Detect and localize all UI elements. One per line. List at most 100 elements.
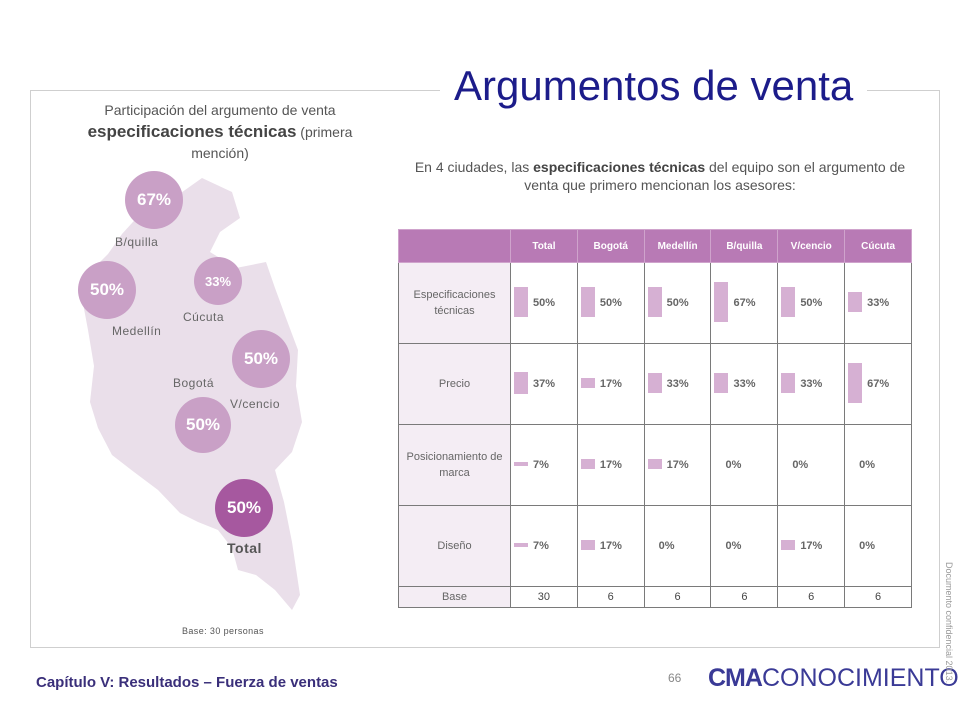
chapter-footer: Capítulo V: Resultados – Fuerza de venta… xyxy=(36,674,338,691)
city-label-medellin: Medellín xyxy=(112,324,162,338)
map-caption-part2: (primera mención) xyxy=(191,124,353,161)
base-value: 6 xyxy=(576,586,645,608)
table-cell: 7% xyxy=(510,505,578,587)
value-bar xyxy=(580,459,595,469)
table-cell: 67% xyxy=(710,262,779,344)
col-header: V/cencio xyxy=(777,229,846,263)
value-bar xyxy=(580,287,595,317)
col-header: B/quilla xyxy=(710,229,779,263)
table-cell: 33% xyxy=(710,343,779,425)
value-bar xyxy=(514,372,528,394)
map-caption-emphasis: especificaciones técnicas xyxy=(87,122,297,141)
base-row: Base 30 6 6 6 6 6 xyxy=(398,586,912,608)
table-row: Diseño 7% 17% 0% 0% 17% 0% xyxy=(398,505,912,587)
header-corner xyxy=(398,229,511,263)
value-label: 17% xyxy=(800,540,823,552)
row-label: Posicionamiento de marca xyxy=(398,424,511,506)
value-label: 33% xyxy=(666,378,689,390)
base-label: Base xyxy=(398,586,511,608)
city-label-bogota: Bogotá xyxy=(173,376,215,390)
table-cell: 50% xyxy=(777,262,846,344)
value-label: 0% xyxy=(792,459,809,471)
table-cell: 17% xyxy=(777,505,846,587)
value-label: 33% xyxy=(800,378,823,390)
intro-part2: del equipo son el argumento de venta que… xyxy=(524,159,906,193)
intro-emphasis: especificaciones técnicas xyxy=(533,159,706,175)
value-bar xyxy=(781,287,796,317)
table-cell: 50% xyxy=(643,262,712,344)
table-cell: 67% xyxy=(844,343,912,425)
bubble-cucuta: 33% xyxy=(194,257,242,305)
table-cell: 0% xyxy=(777,424,846,506)
table-row: Posicionamiento de marca 7% 17% 17% 0% 0% 0% xyxy=(398,424,912,506)
value-label: 17% xyxy=(599,378,622,390)
base-value: 30 xyxy=(510,586,578,608)
value-bar xyxy=(714,282,729,322)
base-value: 6 xyxy=(710,586,779,608)
value-label: 0% xyxy=(658,540,675,552)
value-label: 7% xyxy=(533,459,549,471)
value-bar xyxy=(848,363,863,403)
city-label-vcencio: V/cencio xyxy=(230,397,281,411)
city-label-total: Total xyxy=(227,540,262,556)
map-caption-part1: Participación del argumento de venta xyxy=(104,102,336,118)
col-header: Total xyxy=(510,229,578,263)
city-label-bquilla: B/quilla xyxy=(115,235,159,249)
table-cell: 17% xyxy=(576,505,645,587)
bubble-total: 50% xyxy=(215,479,273,537)
table-cell: 17% xyxy=(576,424,645,506)
table-cell: 0% xyxy=(844,505,912,587)
value-label: 50% xyxy=(533,297,556,309)
value-label: 50% xyxy=(666,297,689,309)
base-value: 6 xyxy=(844,586,912,608)
value-label: 7% xyxy=(533,540,549,552)
table-cell: 50% xyxy=(510,262,578,344)
col-header: Bogotá xyxy=(576,229,645,263)
bubble-vcencio: 50% xyxy=(232,330,290,388)
logo-rest: CONOCIMIENTO xyxy=(761,664,959,692)
value-label: 33% xyxy=(867,297,890,309)
value-label: 33% xyxy=(733,378,756,390)
intro-part1: En 4 ciudades, las xyxy=(414,159,530,175)
table-cell: 0% xyxy=(710,505,779,587)
value-bar xyxy=(781,373,796,393)
row-label: Especificaciones técnicas xyxy=(398,262,511,344)
table-cell: 7% xyxy=(510,424,578,506)
value-bar xyxy=(647,459,662,469)
table-cell: 33% xyxy=(643,343,712,425)
table-cell: 17% xyxy=(643,424,712,506)
value-bar xyxy=(848,292,863,312)
value-label: 50% xyxy=(599,297,622,309)
bubble-medellin: 50% xyxy=(78,261,136,319)
intro-text: En 4 ciudades, las especificaciones técn… xyxy=(410,158,910,194)
colombia-map xyxy=(82,178,302,610)
table-row: Precio 37% 17% 33% 33% 33% 67% xyxy=(398,343,912,425)
value-bar xyxy=(647,373,662,393)
value-label: 37% xyxy=(533,378,556,390)
results-table: Total Bogotá Medellín B/quilla V/cencio … xyxy=(398,229,912,608)
city-label-cucuta: Cúcuta xyxy=(183,310,225,324)
col-header: Cúcuta xyxy=(844,229,912,263)
row-label: Diseño xyxy=(398,505,511,587)
value-bar xyxy=(580,378,595,388)
value-bar xyxy=(514,287,528,317)
value-label: 50% xyxy=(800,297,823,309)
table-row: Especificaciones técnicas 50% 50% 50% 67% 50%… xyxy=(398,262,912,344)
base-value: 6 xyxy=(643,586,712,608)
map-base-note: Base: 30 personas xyxy=(182,626,264,636)
row-label: Precio xyxy=(398,343,511,425)
value-label: 67% xyxy=(733,297,756,309)
value-label: 0% xyxy=(859,459,876,471)
page-title: Argumentos de venta xyxy=(440,62,868,110)
confidential-note: Documento confidencial 2013. xyxy=(944,562,954,684)
table-cell: 33% xyxy=(844,262,912,344)
table-cell: 33% xyxy=(777,343,846,425)
cma-logo: CMACONOCIMIENTO xyxy=(708,664,959,693)
value-bar xyxy=(714,373,729,393)
bubble-bquilla: 67% xyxy=(125,171,183,229)
page-number: 66 xyxy=(668,671,682,685)
table-cell: 37% xyxy=(510,343,578,425)
value-label: 0% xyxy=(859,540,876,552)
table-cell: 0% xyxy=(844,424,912,506)
table-cell: 0% xyxy=(710,424,779,506)
